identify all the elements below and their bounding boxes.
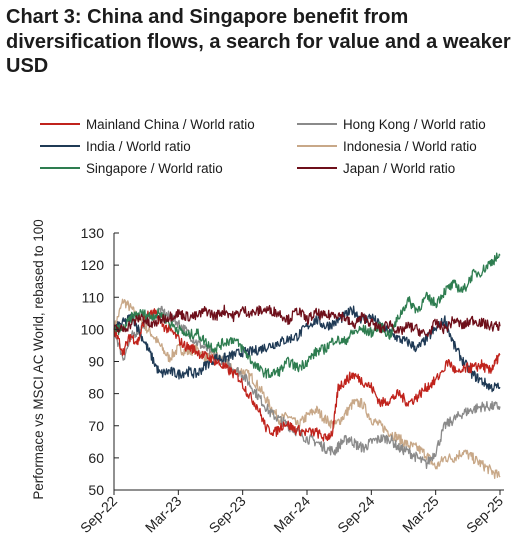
y-tick-label: 80 [88, 386, 104, 402]
series-line [113, 252, 501, 379]
y-tick-label: 130 [81, 225, 105, 241]
x-tick-label: Sep-25 [463, 493, 506, 536]
x-tick-label: Sep-22 [77, 493, 120, 536]
legend: Mainland China / World ratio Hong Kong / … [40, 117, 486, 176]
legend-label: Hong Kong / World ratio [343, 117, 486, 132]
y-axis-title: Performace vs MSCI AC World, rebased to … [31, 219, 46, 499]
series-lines [113, 252, 501, 480]
legend-label: India / World ratio [86, 139, 191, 154]
series-line [113, 304, 501, 338]
y-tick-label: 100 [81, 321, 105, 337]
chart-title: Chart 3: China and Singapore benefit fro… [6, 6, 511, 77]
y-tick-label: 60 [88, 450, 104, 466]
x-tick-label: Sep-24 [334, 493, 377, 536]
y-tick-label: 70 [88, 418, 104, 434]
series-line [113, 298, 501, 480]
legend-label: Mainland China / World ratio [86, 117, 255, 132]
x-tick-label: Mar-25 [399, 493, 442, 536]
series-line [113, 305, 501, 393]
legend-label: Singapore / World ratio [86, 161, 223, 176]
x-tick-label: Sep-23 [206, 493, 249, 536]
y-tick-label: 120 [81, 257, 105, 273]
legend-label: Japan / World ratio [343, 161, 455, 176]
y-tick-label: 90 [88, 354, 104, 370]
series-line [113, 308, 501, 442]
y-tick-label: 110 [82, 289, 105, 305]
x-tick-label: Mar-24 [270, 493, 313, 536]
x-tick-label: Mar-23 [142, 493, 185, 536]
y-tick-label: 50 [88, 482, 104, 498]
legend-label: Indonesia / World ratio [343, 139, 477, 154]
